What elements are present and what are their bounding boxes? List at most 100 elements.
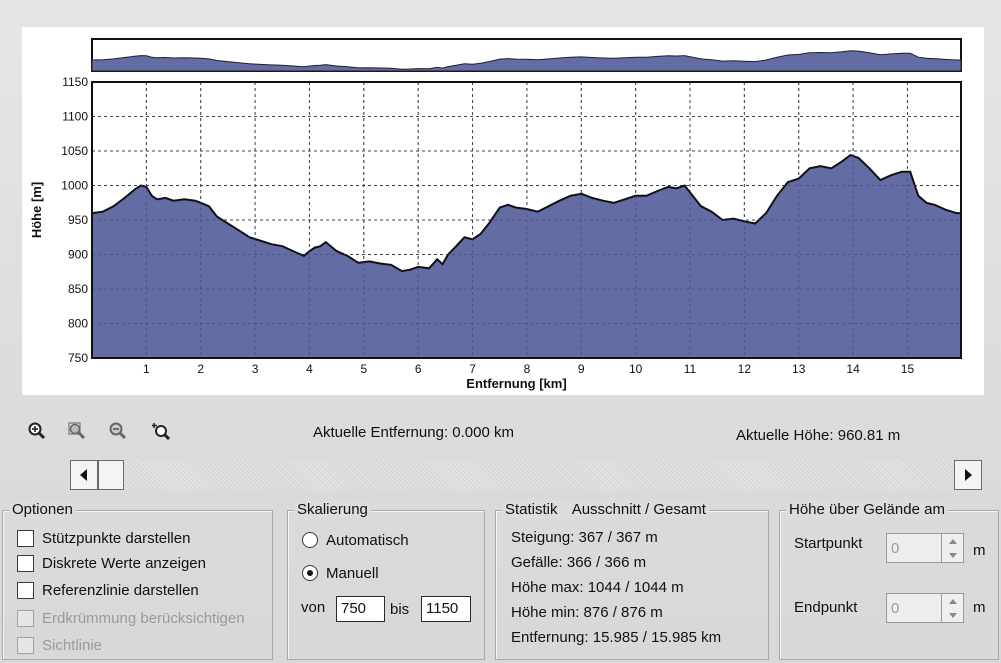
start-point-value: 0: [891, 540, 900, 557]
spin-down-button[interactable]: [941, 608, 963, 622]
x-tick-label: 11: [684, 362, 697, 376]
zoom-fit-icon: [68, 422, 86, 440]
current-distance-readout: Aktuelle Entfernung: 0.000 km: [313, 424, 514, 441]
scaling-manual-label: Manuell: [326, 564, 379, 582]
checkbox[interactable]: [17, 529, 34, 547]
x-axis-label: Entfernung [km]: [466, 376, 566, 391]
zoom-in-button[interactable]: [26, 420, 48, 442]
option-label: Erdkrümmung berücksichtigen: [42, 609, 245, 627]
start-point-spinner[interactable]: 0: [886, 533, 964, 563]
zoom-reset-icon: [152, 423, 170, 440]
option-show-points[interactable]: Stützpunkte darstellen: [17, 528, 190, 548]
chevron-up-icon: [948, 598, 957, 604]
checkbox: [17, 636, 34, 654]
statistics-title: Statistik: [505, 501, 558, 518]
x-tick-label: 10: [629, 362, 643, 376]
stat-min-height: Höhe min: 876 / 876 m: [511, 604, 663, 621]
arrow-right-icon: [965, 469, 972, 481]
x-tick-label: 3: [252, 362, 259, 376]
y-tick-label: 1150: [62, 75, 88, 89]
zoom-fit-button[interactable]: [66, 420, 88, 442]
overview-area: [91, 50, 962, 72]
zoom-in-icon: [28, 422, 46, 440]
option-earth-curvature: Erdkrümmung berücksichtigen: [17, 608, 245, 628]
chevron-down-icon: [948, 612, 957, 618]
radio-button[interactable]: [302, 565, 318, 581]
scaling-to-input[interactable]: 1150: [421, 596, 471, 622]
start-point-unit: m: [973, 542, 986, 559]
elevation-line: [91, 153, 961, 273]
chevron-down-icon: [948, 552, 957, 558]
option-reference-line[interactable]: Referenzlinie darstellen: [17, 580, 199, 600]
end-point-label: Endpunkt: [794, 599, 858, 616]
x-tick-label: 7: [469, 362, 476, 376]
stat-distance: Entfernung: 15.985 / 15.985 km: [511, 629, 722, 646]
statistics-group-title: Statistik Ausschnitt / Gesamt: [502, 501, 709, 518]
x-tick-label: 4: [306, 362, 313, 376]
radio-button[interactable]: [302, 532, 318, 548]
x-tick-label: 14: [846, 362, 860, 376]
scaling-from-label: von: [301, 599, 326, 616]
stat-max-height: Höhe max: 1044 / 1044 m: [511, 579, 684, 596]
stat-ascent: Steigung: 367 / 367 m: [511, 529, 658, 546]
y-tick-label: 900: [68, 248, 88, 262]
y-tick-label: 750: [68, 351, 88, 365]
y-tick-label: 1100: [62, 110, 88, 124]
option-label: Stützpunkte darstellen: [42, 529, 191, 547]
scaling-group: Skalierung Automatisch Manuell von 750 b…: [287, 501, 485, 660]
options-group-title: Optionen: [9, 501, 76, 518]
end-point-spinner[interactable]: 0: [886, 593, 964, 623]
x-tick-label: 5: [360, 362, 367, 376]
scaling-group-title: Skalierung: [294, 501, 371, 518]
x-tick-label: 8: [524, 362, 531, 376]
zoom-out-icon: [109, 422, 127, 440]
scaling-from-input[interactable]: 750: [336, 596, 385, 622]
spin-up-button[interactable]: [941, 594, 963, 608]
height-above-ground-title: Höhe über Gelände am: [786, 501, 948, 518]
x-tick-label: 12: [738, 362, 752, 376]
y-axis-label: Höhe [m]: [29, 182, 44, 238]
option-label: Referenzlinie darstellen: [42, 581, 199, 599]
y-tick-label: 1000: [61, 179, 88, 193]
elevation-chart-panel: 750 800 850 900 950 1000 1050 1100 1150 1 2 3 4 5 6 7 8 9…: [22, 27, 984, 395]
checkbox[interactable]: [17, 581, 34, 599]
x-tick-label: 13: [792, 362, 806, 376]
option-discrete-values[interactable]: Diskrete Werte anzeigen: [17, 553, 206, 573]
y-tick-label: 950: [68, 213, 88, 227]
end-point-unit: m: [973, 599, 986, 616]
statistics-group: Statistik Ausschnitt / Gesamt Steigung: …: [495, 501, 769, 660]
zoom-out-button[interactable]: [107, 420, 129, 442]
x-tick-label: 1: [143, 362, 150, 376]
x-tick-label: 2: [197, 362, 204, 376]
option-line-of-sight: Sichtlinie: [17, 635, 102, 655]
scaling-auto-option[interactable]: Automatisch: [302, 530, 409, 550]
chevron-up-icon: [948, 538, 957, 544]
checkbox[interactable]: [17, 554, 34, 572]
options-group: Optionen Stützpunkte darstellen Diskrete…: [2, 501, 273, 660]
plot-frame: [91, 81, 962, 359]
scaling-manual-option[interactable]: Manuell: [302, 563, 379, 583]
scroll-right-button[interactable]: [954, 460, 982, 490]
scaling-to-label: bis: [390, 601, 410, 618]
x-tick-label: 15: [901, 362, 915, 376]
end-point-value: 0: [891, 600, 900, 617]
stat-descent: Gefälle: 366 / 366 m: [511, 554, 647, 571]
option-label: Sichtlinie: [42, 636, 103, 654]
start-point-label: Startpunkt: [794, 535, 863, 552]
scroll-thumb[interactable]: [98, 460, 124, 490]
horizontal-scrollbar[interactable]: [70, 460, 982, 490]
spin-down-button[interactable]: [941, 548, 963, 562]
x-tick-label: 9: [578, 362, 585, 376]
scaling-auto-label: Automatisch: [326, 531, 409, 549]
y-tick-label: 800: [68, 317, 88, 331]
spin-up-button[interactable]: [941, 534, 963, 548]
y-tick-label: 1050: [61, 144, 88, 158]
checkbox: [17, 609, 34, 627]
y-tick-label: 850: [68, 282, 88, 296]
scroll-left-button[interactable]: [70, 460, 98, 490]
current-height-readout: Aktuelle Höhe: 960.81 m: [736, 427, 901, 444]
zoom-reset-button[interactable]: [150, 420, 172, 442]
height-above-ground-group: Höhe über Gelände am Startpunkt 0 m Endp…: [779, 501, 999, 660]
x-tick-label: 6: [415, 362, 422, 376]
